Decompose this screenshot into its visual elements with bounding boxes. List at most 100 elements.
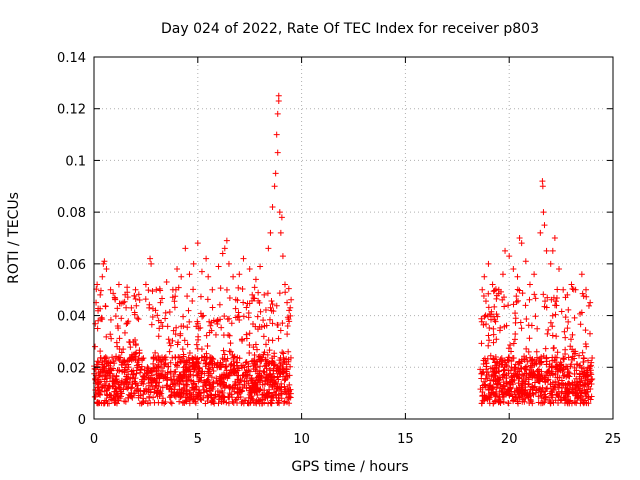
data-point (194, 320, 201, 327)
data-point (192, 364, 199, 371)
data-point (232, 378, 239, 385)
data-point (117, 388, 124, 395)
data-point (241, 397, 248, 404)
data-point (226, 315, 233, 322)
data-point (260, 317, 267, 324)
data-point (111, 294, 118, 301)
data-point (478, 315, 485, 322)
data-point (281, 281, 288, 288)
data-point (236, 381, 243, 388)
data-point (255, 376, 262, 383)
data-point (526, 296, 533, 303)
data-point (255, 353, 262, 360)
data-point (197, 310, 204, 317)
data-point (239, 286, 246, 293)
data-point (135, 316, 142, 323)
data-point (515, 380, 522, 387)
data-point (503, 375, 510, 382)
data-point (486, 324, 493, 331)
data-point (508, 348, 515, 355)
data-point (158, 319, 165, 326)
data-point (195, 360, 202, 367)
data-point (184, 324, 191, 331)
data-point (209, 360, 216, 367)
data-point (587, 362, 594, 369)
y-tick-label: 0.1 (65, 154, 86, 169)
data-point (171, 376, 178, 383)
data-point (493, 295, 500, 302)
data-point (277, 384, 284, 391)
data-points (91, 92, 596, 407)
data-point (485, 304, 492, 311)
data-point (583, 372, 590, 379)
data-point (505, 345, 512, 352)
data-point (267, 229, 274, 236)
data-point (491, 303, 498, 310)
data-point (285, 285, 292, 292)
data-point (206, 329, 213, 336)
data-point (535, 399, 542, 406)
data-point (495, 363, 502, 370)
data-point (565, 306, 572, 313)
y-tick-label: 0 (78, 413, 86, 428)
data-point (558, 308, 565, 315)
data-point (157, 299, 164, 306)
data-point (531, 271, 538, 278)
data-point (204, 296, 211, 303)
data-point (234, 354, 241, 361)
data-point (135, 355, 142, 362)
data-point (246, 349, 253, 356)
data-point (542, 298, 549, 305)
data-point (478, 375, 485, 382)
data-point (258, 356, 265, 363)
data-point (490, 325, 497, 332)
data-point (583, 386, 590, 393)
data-point (587, 299, 594, 306)
data-point (556, 266, 563, 273)
data-point (118, 349, 125, 356)
data-point (492, 318, 499, 325)
data-point (194, 240, 201, 247)
data-point (147, 386, 154, 393)
data-point (279, 373, 286, 380)
data-point (528, 322, 535, 329)
data-point (566, 373, 573, 380)
data-point (583, 293, 590, 300)
data-point (562, 350, 569, 357)
data-point (275, 92, 282, 99)
data-point (110, 395, 117, 402)
data-point (197, 324, 204, 331)
data-point (141, 374, 148, 381)
data-point (552, 378, 559, 385)
data-point (543, 355, 550, 362)
data-point (527, 390, 534, 397)
data-point (171, 304, 178, 311)
data-point (168, 392, 175, 399)
data-point (264, 351, 271, 358)
data-point (517, 319, 524, 326)
data-point (561, 328, 568, 335)
data-point (262, 307, 269, 314)
data-point (264, 379, 271, 386)
data-point (572, 348, 579, 355)
data-point (163, 383, 170, 390)
data-point (112, 355, 119, 362)
data-point (550, 344, 557, 351)
data-point (166, 348, 173, 355)
data-point (121, 380, 128, 387)
data-point (256, 353, 263, 360)
data-point (205, 393, 212, 400)
data-point (121, 358, 128, 365)
data-point (99, 273, 106, 280)
data-point (576, 370, 583, 377)
data-point (573, 375, 580, 382)
data-point (220, 374, 227, 381)
data-point (166, 339, 173, 346)
data-point (230, 399, 237, 406)
data-point (518, 365, 525, 372)
data-point (103, 378, 110, 385)
data-point (221, 313, 228, 320)
data-point (277, 229, 284, 236)
data-point (226, 390, 233, 397)
data-point (142, 281, 149, 288)
